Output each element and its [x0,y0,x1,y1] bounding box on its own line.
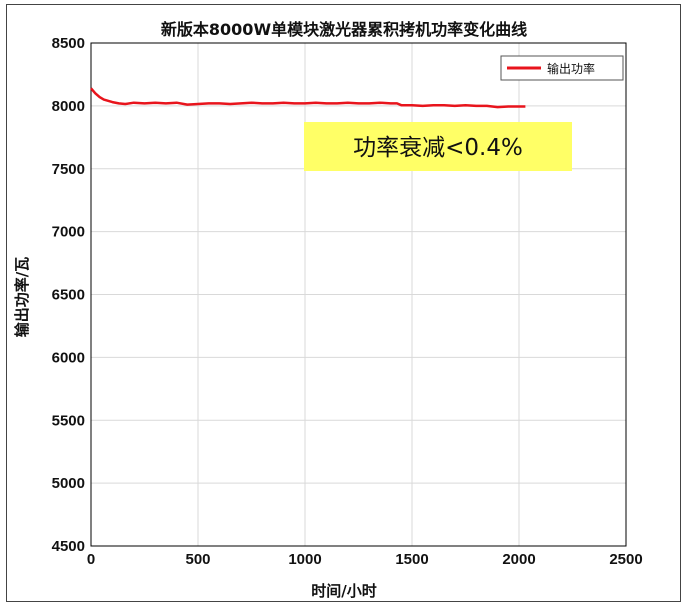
line-chart: 新版本8000W单模块激光器累积拷机功率变化曲线 0 500 1000 1500 200… [13,20,643,600]
annotation-text: 功率衰减<0.4% [353,135,523,161]
x-tick-label: 1000 [288,551,321,568]
y-tick-label: 5500 [52,412,85,429]
y-tick-label: 8000 [52,98,85,115]
x-axis-label: 时间/小时 [311,582,376,600]
x-tick-label: 0 [87,551,95,568]
legend-label: 输出功率 [547,61,595,76]
annotation-background [304,122,572,171]
y-tick-label: 8500 [52,35,85,52]
grid [91,43,626,546]
legend: 输出功率 [500,55,624,81]
plot-area-border [90,42,627,547]
y-tick-label: 7500 [52,161,85,178]
ticks: 0 500 1000 1500 2000 2500 4500 5000 5500 6000 6500… [52,35,643,568]
y-tick-label: 6500 [52,287,85,304]
series-layer [90,87,526,109]
annotation-box: 功率衰减<0.4% [304,122,572,171]
y-tick-label: 6000 [52,349,85,366]
y-tick-label: 5000 [52,475,85,492]
y-tick-label: 7000 [52,224,85,241]
x-tick-label: 2000 [502,551,535,568]
x-tick-label: 2500 [609,551,642,568]
y-tick-label: 4500 [52,538,85,555]
x-tick-label: 500 [185,551,210,568]
series-line-output-power [90,87,526,109]
figure-frame: 新版本8000W单模块激光器累积拷机功率变化曲线 0 500 1000 1500 200… [6,4,681,602]
x-tick-label: 1500 [395,551,428,568]
y-axis-label: 输出功率/瓦 [13,257,31,337]
chart-title: 新版本8000W单模块激光器累积拷机功率变化曲线 [161,20,527,39]
